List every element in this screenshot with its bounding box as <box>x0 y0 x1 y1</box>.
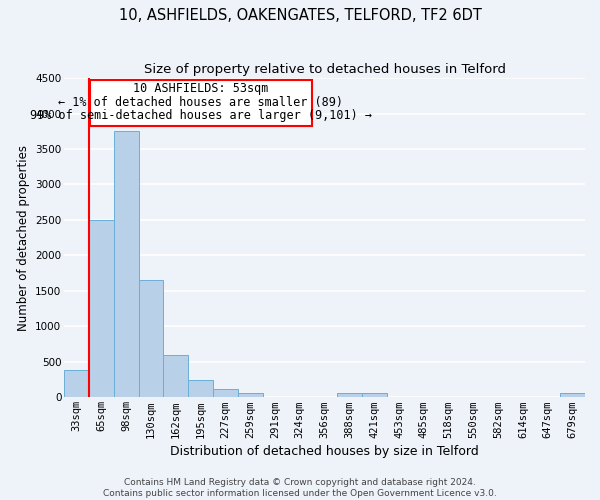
Bar <box>238 392 263 398</box>
Bar <box>64 370 89 398</box>
Bar <box>213 390 238 398</box>
Bar <box>362 392 386 398</box>
Bar <box>89 80 312 126</box>
Bar <box>188 380 213 398</box>
Text: Contains HM Land Registry data © Crown copyright and database right 2024.
Contai: Contains HM Land Registry data © Crown c… <box>103 478 497 498</box>
X-axis label: Distribution of detached houses by size in Telford: Distribution of detached houses by size … <box>170 444 479 458</box>
Text: 10 ASHFIELDS: 53sqm: 10 ASHFIELDS: 53sqm <box>133 82 268 95</box>
Text: 99% of semi-detached houses are larger (9,101) →: 99% of semi-detached houses are larger (… <box>29 110 371 122</box>
Bar <box>114 132 139 398</box>
Bar <box>560 392 585 398</box>
Bar <box>337 392 362 398</box>
Bar <box>89 220 114 398</box>
Y-axis label: Number of detached properties: Number of detached properties <box>17 144 29 330</box>
Title: Size of property relative to detached houses in Telford: Size of property relative to detached ho… <box>143 62 506 76</box>
Text: ← 1% of detached houses are smaller (89): ← 1% of detached houses are smaller (89) <box>58 96 343 108</box>
Bar <box>163 354 188 398</box>
Text: 10, ASHFIELDS, OAKENGATES, TELFORD, TF2 6DT: 10, ASHFIELDS, OAKENGATES, TELFORD, TF2 … <box>119 8 481 22</box>
Bar <box>139 280 163 398</box>
